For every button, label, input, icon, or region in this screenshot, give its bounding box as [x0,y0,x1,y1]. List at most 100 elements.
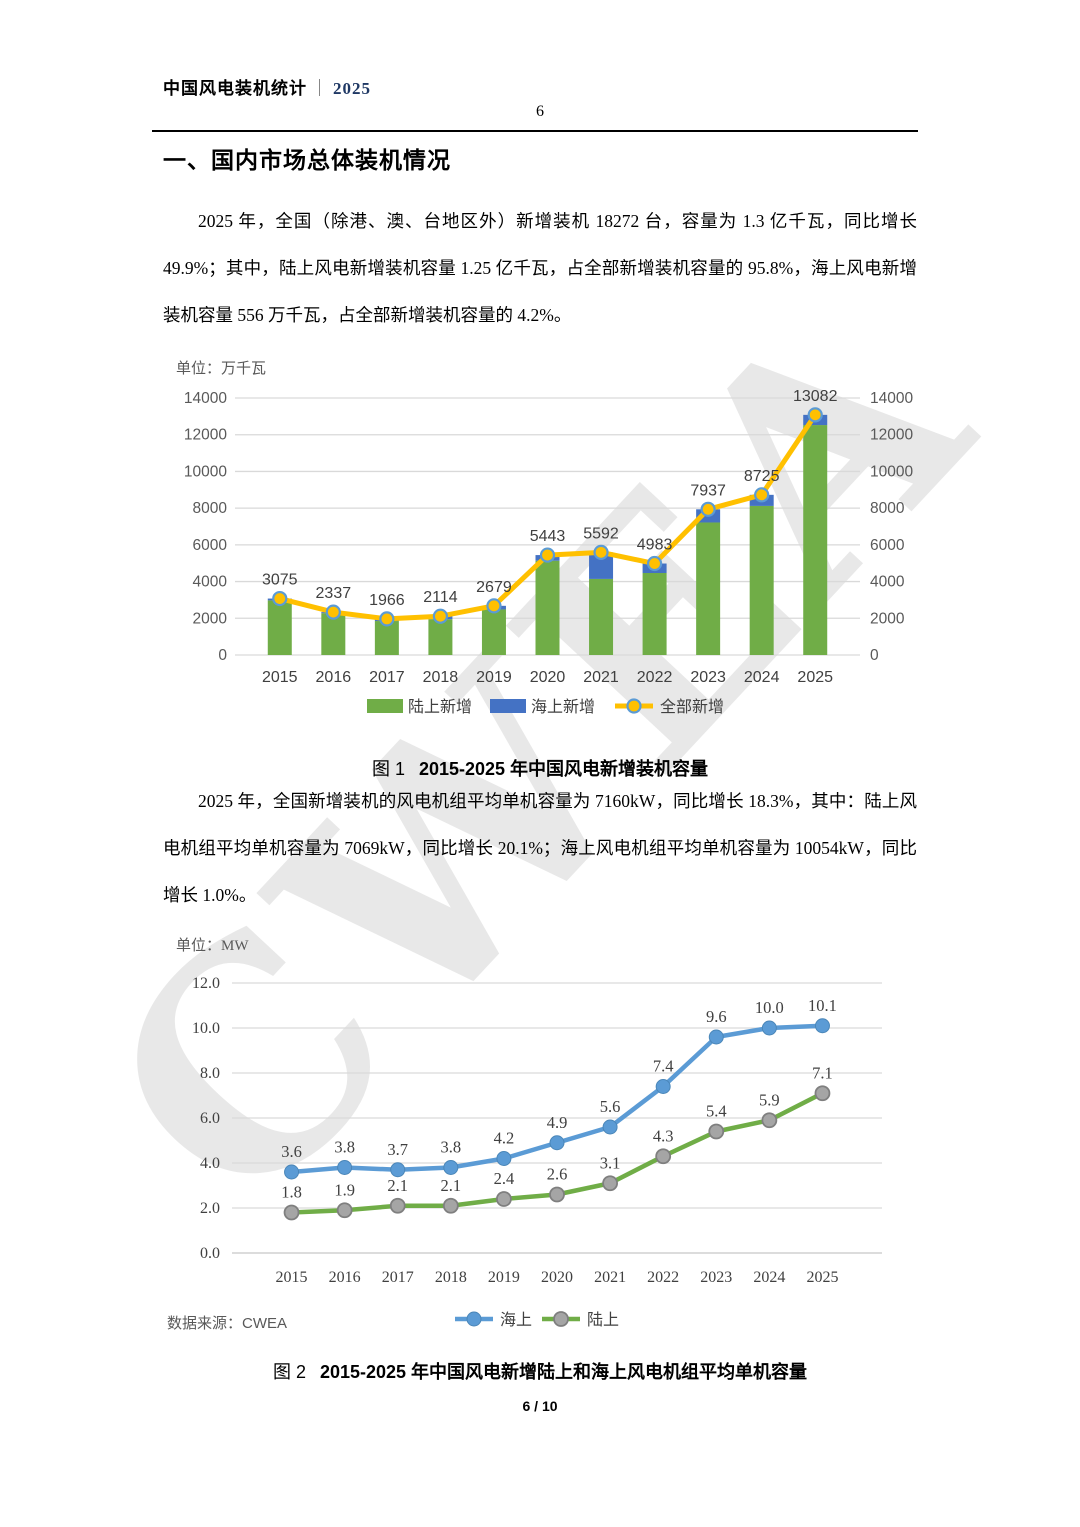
total-data-label: 8725 [744,468,780,485]
total-data-label: 5592 [583,525,619,542]
series-marker-2022 [655,1148,672,1165]
legend-label-offshore: 海上 [500,1311,532,1329]
y-axis-tick: 8.0 [200,1065,220,1082]
x-axis-tick: 2022 [637,669,673,686]
series-data-label: 3.6 [281,1142,302,1161]
series-data-label: 9.6 [706,1007,727,1026]
x-axis-tick: 2025 [806,1269,838,1286]
series-marker-2023 [708,1029,724,1045]
y-axis-tick: 2.0 [200,1200,220,1217]
total-marker-2017 [379,611,395,627]
y-axis-tick-left: 14000 [184,390,227,407]
total-data-label: 2679 [476,579,512,596]
total-data-label: 3075 [262,572,298,589]
total-marker-2024 [754,487,770,503]
figure2-title: 2015-2025 年中国风电新增陆上和海上风电机组平均单机容量 [319,1362,808,1382]
total-marker-2021 [593,544,609,560]
bar-onshore-2019 [481,609,506,655]
x-axis-tick: 2024 [744,669,780,686]
total-data-label: 5443 [530,528,566,545]
total-marker-2020 [539,547,556,563]
series-marker-2022 [655,1079,671,1094]
bar-onshore-2020 [535,560,560,655]
x-axis-tick: 2022 [647,1269,679,1286]
series-data-label: 4.2 [494,1129,515,1148]
legend-swatch-onshore [367,699,403,713]
header-separator: ｜ [311,79,329,98]
legend-marker-total [626,698,642,714]
legend-swatch-offshore [490,699,526,713]
x-axis-tick: 2015 [276,1269,308,1286]
y-axis-tick-right: 10000 [870,463,913,480]
bar-onshore-2015 [267,600,292,655]
series-data-label: 1.9 [334,1180,355,1199]
y-axis-tick-left: 8000 [193,500,228,517]
y-axis-tick-right: 12000 [870,427,913,444]
series-marker-2023 [708,1123,725,1140]
series-marker-2020 [549,1186,565,1203]
legend-label-onshore: 陆上 [587,1311,619,1329]
y-axis-tick-right: 8000 [870,500,905,517]
series-marker-2018 [443,1160,459,1175]
x-axis-tick: 2016 [329,1269,361,1286]
y-axis-tick: 0.0 [200,1245,220,1262]
total-data-label: 13082 [793,388,838,405]
y-axis-tick-left: 12000 [184,427,227,444]
x-axis-tick: 2019 [488,1269,520,1286]
x-axis-tick: 2020 [541,1269,573,1286]
series-data-label: 5.6 [600,1097,621,1116]
y-axis-tick-right: 2000 [870,610,905,627]
series-data-label: 2.1 [441,1176,462,1195]
figure1-title: 2015-2025 年中国风电新增装机容量 [418,759,709,779]
x-axis-tick: 2023 [700,1269,732,1286]
total-data-label: 2337 [316,585,352,602]
page-number-top: 6 [536,103,544,120]
x-axis-tick: 2021 [583,669,619,686]
series-data-label: 4.3 [653,1126,674,1145]
series-marker-2017 [390,1162,406,1178]
y-axis-tick-left: 10000 [184,463,227,480]
legend-marker-offshore [466,1311,482,1327]
bar-onshore-2023 [696,522,721,655]
figure2-label: 图 2 [272,1362,306,1382]
data-source-note: 数据来源：CWEA [167,1312,287,1333]
y-axis-tick-left: 4000 [193,574,228,591]
total-data-label: 7937 [690,482,726,499]
bar-onshore-2024 [749,505,774,655]
total-marker-2019 [486,598,502,614]
series-marker-2020 [549,1135,565,1151]
series-marker-2018 [442,1197,459,1214]
series-data-label: 2.1 [387,1176,408,1195]
total-marker-2022 [646,555,663,572]
x-axis-tick: 2020 [530,669,566,686]
legend-label-offshore: 海上新增 [531,698,595,716]
x-axis-tick: 2017 [369,669,405,686]
total-data-label: 2114 [423,589,458,606]
bar-onshore-2025 [803,425,828,655]
y-axis-tick-right: 0 [870,647,879,664]
series-marker-2015 [284,1164,300,1180]
series-marker-2021 [602,1119,618,1135]
x-axis-tick: 2015 [262,669,298,686]
y-axis-tick-right: 4000 [870,574,905,591]
total-data-label: 4983 [637,537,673,554]
paragraph-2: 2025 年，全国新增装机的风电机组平均单机容量为 7160kW，同比增长 18… [163,791,917,905]
chart1-unit-label: 单位：万千瓦 [176,360,266,377]
series-data-label: 3.7 [387,1140,408,1159]
series-marker-2016 [337,1160,353,1175]
bar-onshore-2022 [642,572,667,655]
header-rule [152,130,918,132]
source-prefix: 数据来源： [167,1316,243,1332]
series-marker-2015 [283,1204,300,1221]
series-marker-2019 [496,1191,512,1207]
series-data-label: 3.8 [334,1138,355,1157]
series-data-label: 7.4 [653,1057,674,1076]
y-axis-tick-left: 0 [218,647,227,664]
x-axis-tick: 2018 [423,669,459,686]
document-title: 中国风电装机统计 [163,79,307,98]
figure1-label: 图 1 [371,759,405,779]
header-year: 2025 [333,79,371,98]
series-data-label: 3.8 [441,1138,462,1157]
total-marker-2023 [700,501,716,517]
